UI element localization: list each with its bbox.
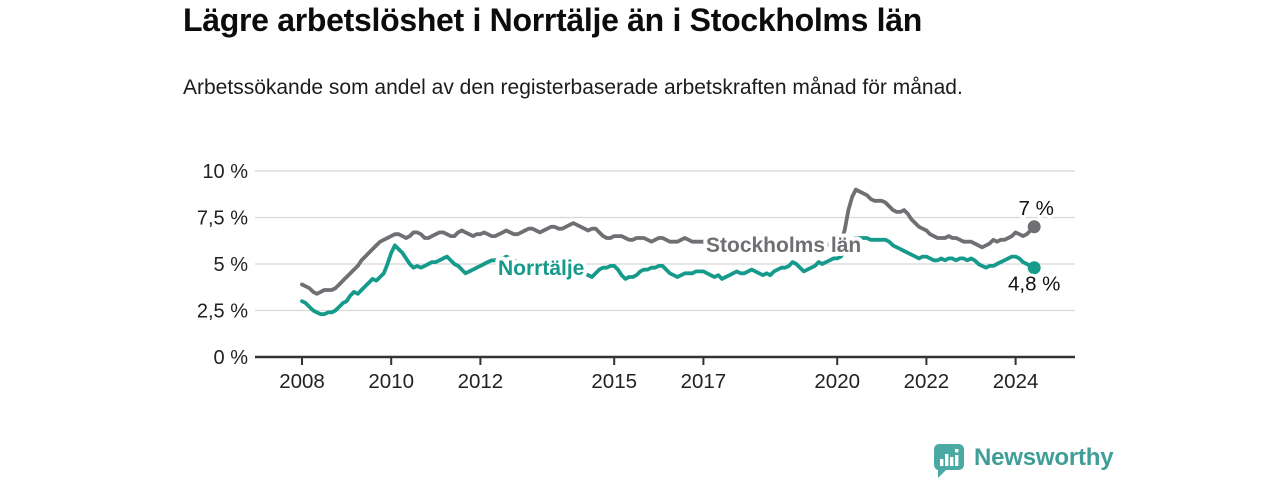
series-end-label-stockholms-lan: 7 %	[1019, 197, 1054, 220]
x-axis-tick-label: 2017	[681, 370, 727, 393]
series-label-stockholms-lan: Stockholms län	[706, 234, 861, 257]
newsworthy-logo-icon	[934, 444, 964, 478]
series-label-norrtalje: Norrtälje	[498, 257, 584, 280]
series-line-stockholms-lan	[300, 187, 1037, 296]
chart-subtitle: Arbetssökande som andel av den registerb…	[183, 76, 963, 99]
series-end-label-norrtalje: 4,8 %	[1008, 273, 1060, 296]
newsworthy-logo-text: Newsworthy	[974, 444, 1114, 471]
series-line-norrtalje	[300, 236, 1037, 317]
y-axis-tick-label: 7,5 %	[197, 208, 248, 230]
x-axis-tick-label: 2008	[279, 370, 325, 393]
series-end-dot-norrtalje	[1027, 261, 1041, 275]
series-end-dot-stockholms-lan	[1027, 220, 1041, 234]
y-axis-tick-label: 0 %	[214, 347, 249, 369]
y-axis-tick-label: 2,5 %	[197, 301, 248, 323]
x-axis-tick-label: 2024	[993, 370, 1039, 393]
line-chart: 0 % 2,5 % 5 % 7,5 % 10 % 2008 2010 2012 2015 2017…	[197, 161, 1075, 393]
y-axis-tick-label: 10 %	[202, 161, 248, 183]
chart-area: 0 % 2,5 % 5 % 7,5 % 10 % 2008 2010 2012 2015 2017…	[180, 148, 1110, 408]
newsworthy-logo: Newsworthy	[933, 443, 1114, 479]
y-axis-tick-label: 5 %	[214, 254, 249, 276]
x-axis-tick-label: 2010	[368, 370, 414, 393]
x-axis-tick-label: 2020	[814, 370, 860, 393]
chart-title: Lägre arbetslöshet i Norrtälje än i Stoc…	[183, 2, 922, 38]
x-axis-tick-label: 2022	[904, 370, 950, 393]
x-axis-tick-label: 2012	[458, 370, 504, 393]
x-axis-tick-label: 2015	[591, 370, 637, 393]
